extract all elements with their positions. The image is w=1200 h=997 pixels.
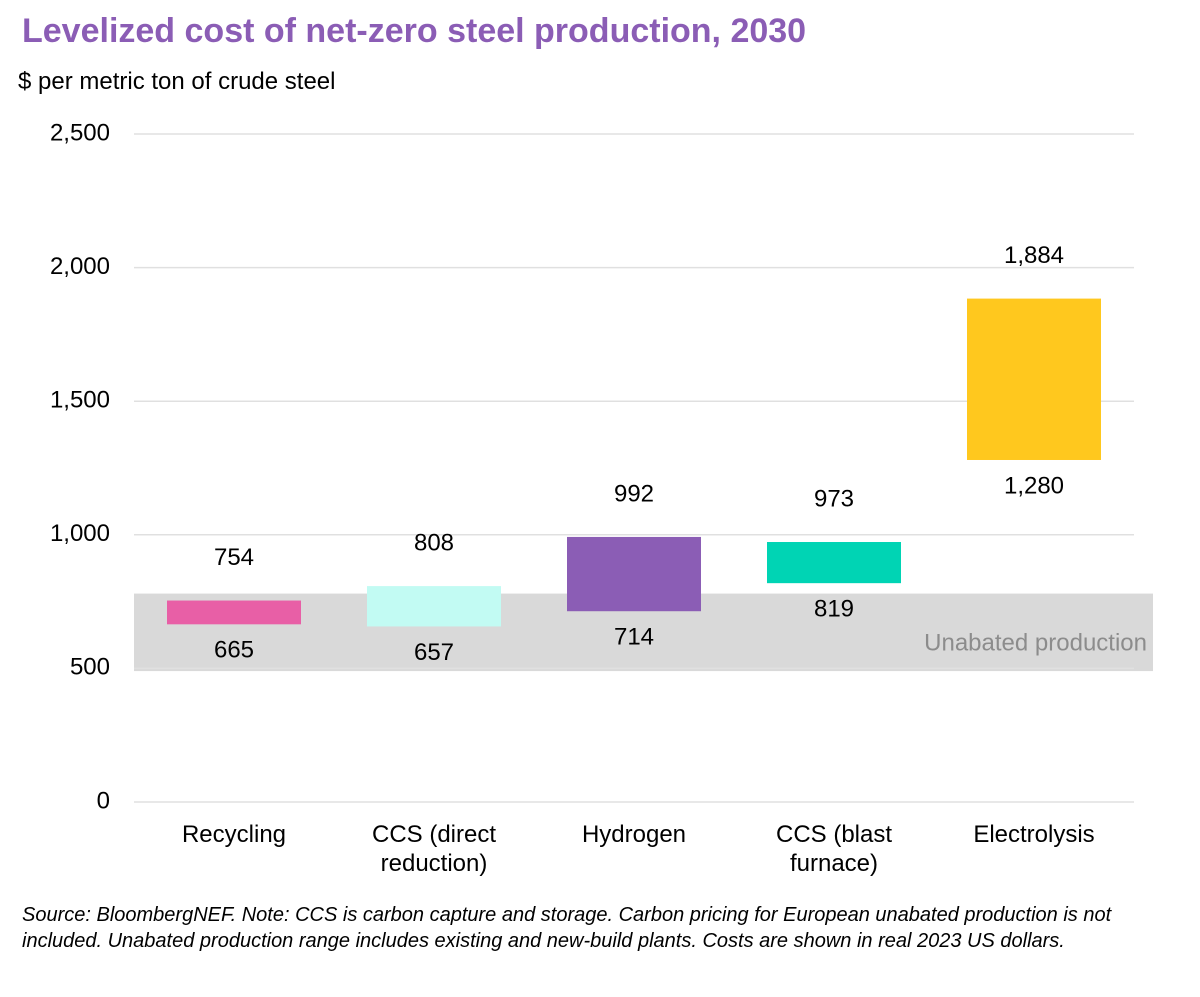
bar bbox=[167, 600, 301, 625]
y-tick-label: 1,000 bbox=[50, 520, 110, 547]
x-tick-label: CCS (direct reduction) bbox=[371, 821, 497, 877]
low-label: 819 bbox=[814, 596, 854, 623]
low-label: 665 bbox=[214, 637, 254, 664]
high-label: 754 bbox=[214, 544, 254, 571]
chart-title: Levelized cost of net-zero steel product… bbox=[22, 12, 807, 50]
y-tick-label: 1,500 bbox=[50, 387, 110, 414]
x-tick-label: Recycling bbox=[181, 821, 287, 848]
low-label: 1,280 bbox=[1004, 472, 1064, 499]
footnote: Source: BloombergNEF. Note: CCS is carbo… bbox=[22, 904, 1112, 952]
bar bbox=[967, 298, 1101, 460]
bar bbox=[767, 542, 901, 584]
band-label: Unabated production bbox=[924, 629, 1147, 656]
high-label: 1,884 bbox=[1004, 242, 1064, 269]
y-tick-label: 2,000 bbox=[50, 253, 110, 280]
bar bbox=[567, 536, 701, 612]
low-label: 714 bbox=[614, 624, 654, 651]
high-label: 808 bbox=[414, 529, 454, 556]
high-label: 973 bbox=[814, 485, 854, 512]
y-tick-label: 0 bbox=[97, 787, 110, 814]
y-tick-label: 2,500 bbox=[50, 119, 110, 146]
x-tick-label: Electrolysis bbox=[973, 821, 1095, 848]
chart-subtitle: $ per metric ton of crude steel bbox=[18, 68, 336, 95]
x-tick-label: CCS (blast furnace) bbox=[775, 821, 893, 877]
x-tick-label: Hydrogen bbox=[581, 821, 687, 848]
y-tick-label: 500 bbox=[70, 654, 110, 681]
high-label: 992 bbox=[614, 480, 654, 507]
low-label: 657 bbox=[414, 639, 454, 666]
bar bbox=[367, 586, 501, 627]
